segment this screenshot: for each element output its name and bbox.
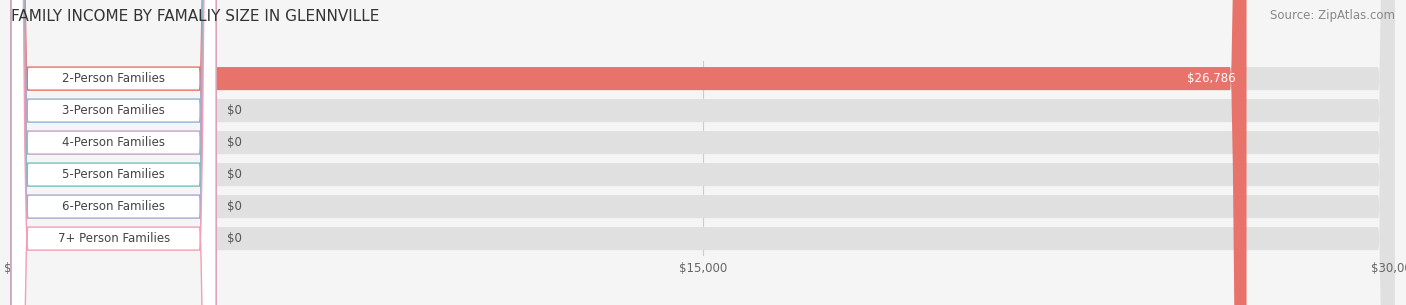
- FancyBboxPatch shape: [11, 0, 217, 305]
- FancyBboxPatch shape: [11, 0, 1395, 305]
- Text: $0: $0: [228, 232, 242, 245]
- Text: $0: $0: [228, 136, 242, 149]
- Text: 3-Person Families: 3-Person Families: [62, 104, 165, 117]
- Text: 2-Person Families: 2-Person Families: [62, 72, 165, 85]
- FancyBboxPatch shape: [11, 0, 217, 305]
- Text: 5-Person Families: 5-Person Families: [62, 168, 165, 181]
- Text: Source: ZipAtlas.com: Source: ZipAtlas.com: [1270, 9, 1395, 22]
- FancyBboxPatch shape: [11, 0, 217, 305]
- FancyBboxPatch shape: [11, 0, 217, 305]
- FancyBboxPatch shape: [11, 0, 1247, 305]
- Text: 6-Person Families: 6-Person Families: [62, 200, 165, 213]
- FancyBboxPatch shape: [11, 0, 217, 305]
- FancyBboxPatch shape: [11, 0, 217, 305]
- FancyBboxPatch shape: [11, 0, 1395, 305]
- FancyBboxPatch shape: [11, 0, 1395, 305]
- FancyBboxPatch shape: [11, 0, 1395, 305]
- Text: $26,786: $26,786: [1187, 72, 1236, 85]
- Text: $0: $0: [228, 168, 242, 181]
- Text: FAMILY INCOME BY FAMALIY SIZE IN GLENNVILLE: FAMILY INCOME BY FAMALIY SIZE IN GLENNVI…: [11, 9, 380, 24]
- FancyBboxPatch shape: [11, 0, 1395, 305]
- Text: $0: $0: [228, 104, 242, 117]
- Text: 4-Person Families: 4-Person Families: [62, 136, 165, 149]
- FancyBboxPatch shape: [11, 0, 1395, 305]
- Text: 7+ Person Families: 7+ Person Families: [58, 232, 170, 245]
- Text: $0: $0: [228, 200, 242, 213]
